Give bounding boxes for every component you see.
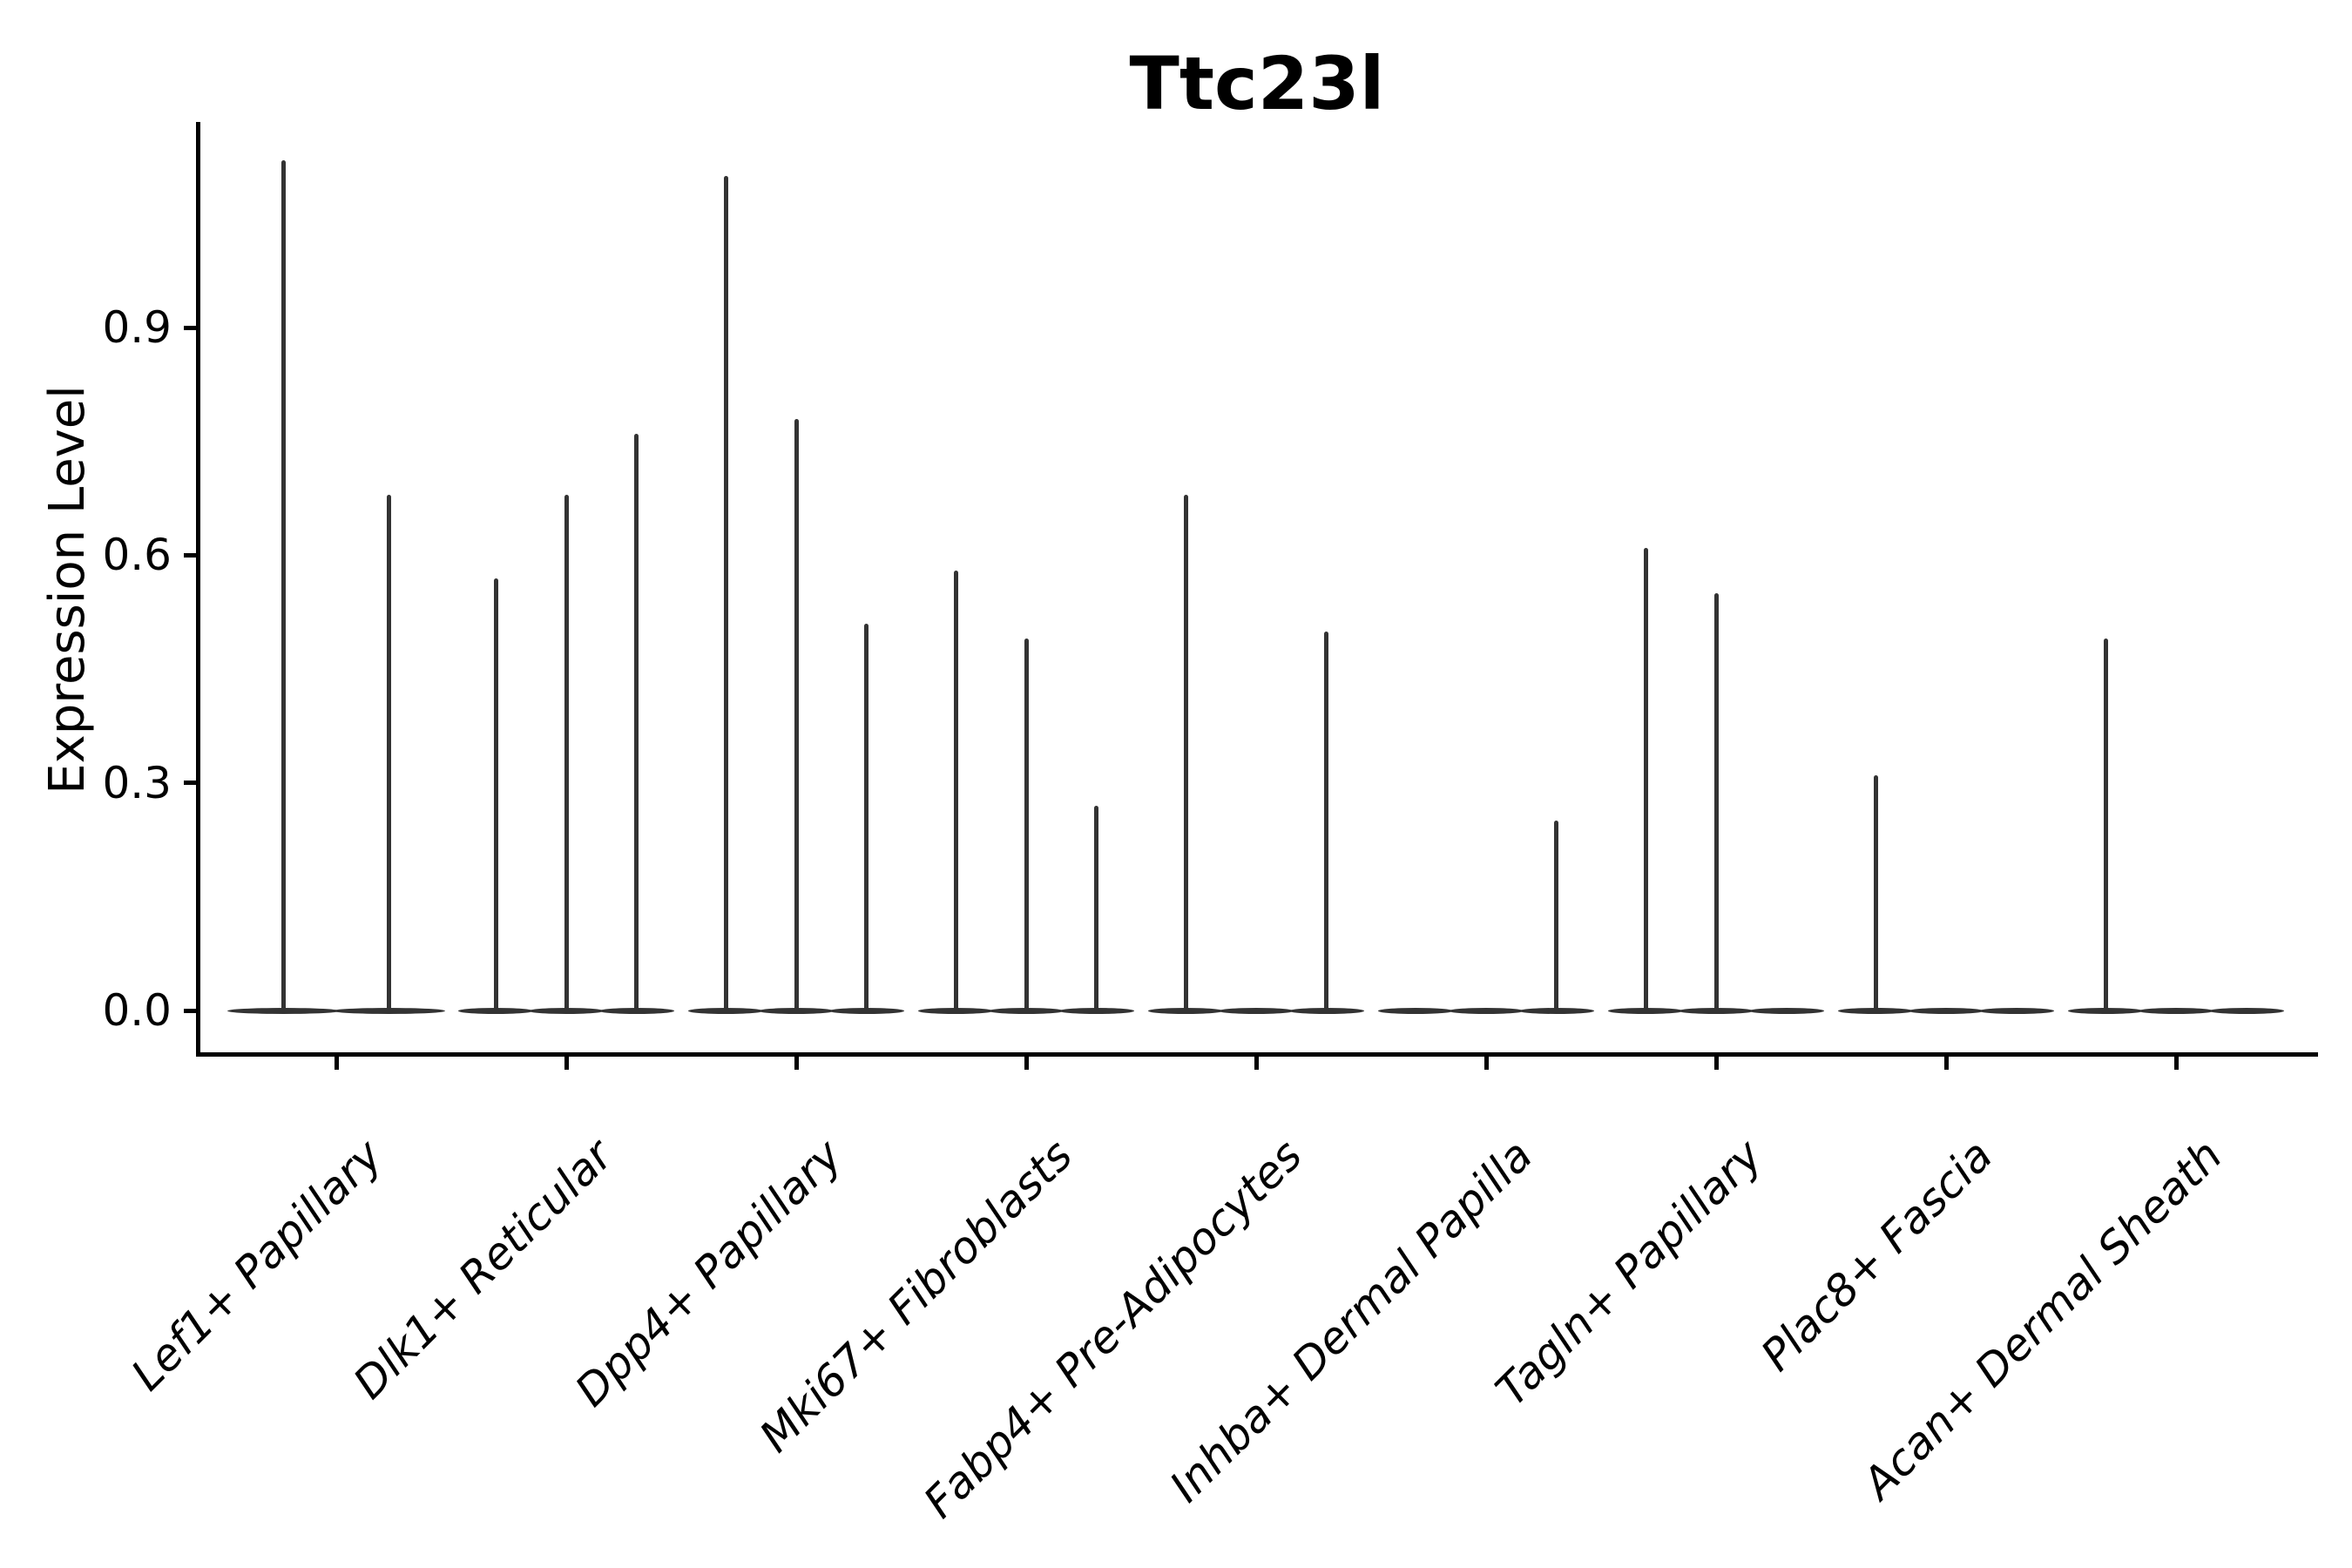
chart-title: Ttc23l: [1129, 41, 1385, 126]
bottom-spine: [196, 1052, 2318, 1057]
violin-spike: [1024, 639, 1029, 1010]
y-tick-label: 0.3: [102, 757, 172, 808]
x-tick-label: Plac8+ Fascia: [1751, 1130, 2003, 1382]
y-tick-label: 0.6: [102, 530, 172, 581]
violin-base: [918, 1007, 993, 1014]
violin-base: [1519, 1007, 1594, 1014]
violin-base: [688, 1007, 763, 1014]
violin-base: [1838, 1007, 1913, 1014]
violin-base: [458, 1007, 533, 1014]
violin-base: [2139, 1007, 2213, 1014]
violin-base: [1449, 1007, 1524, 1014]
violin-base: [1909, 1007, 1984, 1014]
violin-spike: [493, 578, 498, 1010]
x-tick-mark: [564, 1057, 569, 1070]
y-tick-mark: [184, 781, 196, 786]
violin-spike: [1643, 547, 1648, 1010]
violin-base: [1219, 1007, 1294, 1014]
violin-base: [989, 1007, 1064, 1014]
violin-spike: [1873, 774, 1878, 1010]
x-tick-mark: [1943, 1057, 1949, 1070]
violin-base: [1059, 1007, 1134, 1014]
violin-spike: [280, 160, 286, 1010]
violin-spike: [387, 494, 392, 1010]
violin-base: [1749, 1007, 1824, 1014]
y-axis-label: Expression Level: [39, 385, 96, 794]
violin-spike: [634, 434, 639, 1010]
violin-spike: [794, 418, 799, 1010]
x-tick-mark: [1713, 1057, 1719, 1070]
violin-base: [1979, 1007, 2054, 1014]
violin-spike: [1324, 631, 1329, 1010]
violin-base: [1148, 1007, 1223, 1014]
violin-spike: [723, 175, 728, 1010]
x-tick-mark: [1024, 1057, 1029, 1070]
y-tick-mark: [184, 552, 196, 558]
y-tick-mark: [184, 1008, 196, 1013]
violin-spike: [1713, 592, 1719, 1010]
y-tick-label: 0.0: [102, 985, 172, 1036]
violin-base: [1378, 1007, 1453, 1014]
y-tick-label: 0.9: [102, 302, 172, 354]
x-tick-label: Fabp4+ Pre-Adipocytes: [914, 1130, 1313, 1528]
x-tick-label: Dlk1+ Reticular: [343, 1130, 623, 1409]
x-tick-mark: [1254, 1057, 1259, 1070]
violin-base: [1289, 1007, 1364, 1014]
violin-spike: [1554, 821, 1559, 1010]
violin-base: [2209, 1007, 2284, 1014]
violin-spike: [953, 570, 958, 1010]
x-tick-mark: [1484, 1057, 1489, 1070]
violin-spike: [564, 494, 569, 1010]
violin-base: [333, 1007, 446, 1014]
violin-base: [829, 1007, 904, 1014]
violin-spike: [1094, 805, 1099, 1010]
violin-base: [1679, 1007, 1754, 1014]
violin-base: [2068, 1007, 2143, 1014]
violin-base: [599, 1007, 674, 1014]
y-tick-mark: [184, 325, 196, 330]
violin-base: [226, 1007, 340, 1014]
violin-base: [1608, 1007, 1683, 1014]
violin-base: [759, 1007, 834, 1014]
x-tick-mark: [2173, 1057, 2179, 1070]
x-tick-mark: [794, 1057, 799, 1070]
left-spine: [196, 122, 200, 1057]
violin-spike: [2103, 639, 2108, 1010]
violin-spike: [864, 623, 869, 1010]
violin-base: [529, 1007, 604, 1014]
x-tick-mark: [334, 1057, 339, 1070]
violin-spike: [1183, 494, 1188, 1010]
x-tick-label: Lef1+ Papillary: [121, 1130, 393, 1401]
